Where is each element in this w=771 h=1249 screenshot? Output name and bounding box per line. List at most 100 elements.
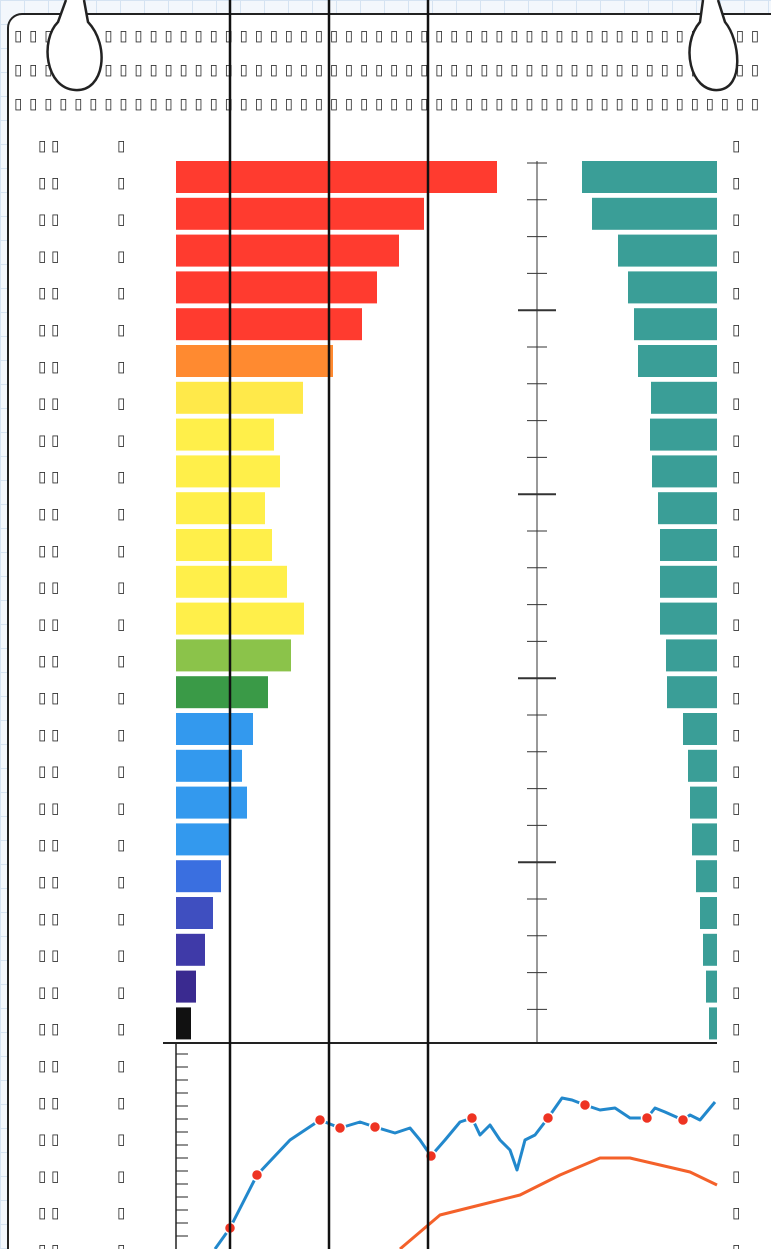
- row-label: ▯: [117, 321, 125, 339]
- row-label: ▯ ▯: [38, 615, 59, 633]
- row-label: ▯: [732, 210, 740, 228]
- row-label: ▯: [732, 1241, 740, 1249]
- row-label: ▯: [732, 578, 740, 596]
- point: [676, 1113, 690, 1127]
- line: [399, 1156, 718, 1249]
- row-label: ▯ ▯: [38, 946, 59, 964]
- row-label: ▯: [732, 983, 740, 1001]
- row-label: ▯: [117, 357, 125, 375]
- bar: [176, 455, 280, 488]
- row-label: ▯: [117, 1020, 125, 1038]
- bar: [634, 308, 717, 341]
- point: [541, 1111, 555, 1125]
- bar: [176, 786, 247, 819]
- bar: [176, 161, 497, 193]
- bar: [638, 345, 717, 377]
- bar: [660, 565, 717, 598]
- bar: [667, 676, 717, 709]
- row-label: ▯: [117, 1130, 125, 1148]
- row-label: ▯: [117, 652, 125, 670]
- row-label: ▯ ▯: [38, 284, 59, 302]
- bar: [652, 455, 717, 488]
- bar: [658, 492, 717, 525]
- row-label: ▯: [732, 799, 740, 817]
- row-label: ▯: [117, 689, 125, 707]
- row-label: ▯: [117, 505, 125, 523]
- row-label: ▯: [117, 615, 125, 633]
- row-label: ▯: [732, 541, 740, 559]
- bar: [592, 197, 717, 230]
- bar: [176, 897, 213, 929]
- bar: [660, 602, 717, 635]
- row-label: ▯: [117, 137, 125, 155]
- row-label: ▯ ▯: [38, 1204, 59, 1222]
- point: [313, 1113, 327, 1127]
- row-label: ▯: [732, 431, 740, 449]
- row-label: ▯: [732, 137, 740, 155]
- row-label: ▯ ▯: [38, 357, 59, 375]
- row-label: ▯: [117, 836, 125, 854]
- row-label: ▯: [117, 873, 125, 891]
- bar: [688, 749, 717, 782]
- bar: [176, 418, 274, 451]
- bar: [176, 639, 291, 672]
- row-label: ▯: [117, 1057, 125, 1075]
- bar: [176, 271, 377, 304]
- bar: [683, 713, 717, 745]
- bar: [176, 860, 221, 893]
- row-label: ▯: [117, 431, 125, 449]
- row-label: ▯ ▯: [38, 873, 59, 891]
- row-label: ▯ ▯: [38, 210, 59, 228]
- bar: [176, 823, 229, 856]
- row-label: ▯ ▯: [38, 541, 59, 559]
- row-label: ▯: [732, 615, 740, 633]
- row-label: ▯ ▯: [38, 1020, 59, 1038]
- row-label: ▯: [732, 762, 740, 780]
- row-label: ▯: [732, 173, 740, 191]
- row-label: ▯ ▯: [38, 909, 59, 927]
- ring: [688, 0, 739, 92]
- bar: [709, 1007, 717, 1040]
- row-label: ▯: [732, 321, 740, 339]
- row-label: ▯: [732, 836, 740, 854]
- row-label: ▯: [117, 983, 125, 1001]
- row-label: ▯: [732, 247, 740, 265]
- row-label: ▯: [117, 799, 125, 817]
- point: [640, 1111, 654, 1125]
- row-label: ▯: [117, 946, 125, 964]
- bar: [176, 676, 268, 709]
- row-label: ▯: [117, 1093, 125, 1111]
- bar: [582, 161, 717, 193]
- bar: [176, 529, 272, 561]
- row-label: ▯: [732, 873, 740, 891]
- row-label: ▯: [732, 394, 740, 412]
- bar: [692, 823, 717, 856]
- bar: [176, 381, 303, 414]
- bar: [176, 713, 253, 745]
- row-label: ▯: [117, 725, 125, 743]
- row-label: ▯ ▯: [38, 468, 59, 486]
- header-text: ▯ ▯ ▯ ▯ ▯ ▯ ▯ ▯ ▯ ▯ ▯ ▯ ▯ ▯ ▯ ▯ ▯ ▯ ▯ ▯ …: [14, 27, 759, 45]
- row-label: ▯: [117, 173, 125, 191]
- row-label: ▯: [117, 284, 125, 302]
- bar: [706, 970, 717, 1003]
- row-label: ▯ ▯: [38, 1057, 59, 1075]
- row-label: ▯: [117, 1204, 125, 1222]
- row-label: ▯ ▯: [38, 1093, 59, 1111]
- point: [333, 1121, 347, 1135]
- point: [250, 1168, 264, 1182]
- row-label: ▯: [732, 284, 740, 302]
- row-label: ▯: [117, 1167, 125, 1185]
- row-label: ▯ ▯: [38, 173, 59, 191]
- row-label: ▯: [117, 210, 125, 228]
- row-label: ▯: [732, 652, 740, 670]
- row-label: ▯ ▯: [38, 137, 59, 155]
- bar: [176, 1007, 191, 1040]
- row-label: ▯: [732, 946, 740, 964]
- row-label: ▯ ▯: [38, 1130, 59, 1148]
- bar: [666, 639, 717, 672]
- row-label: ▯: [117, 541, 125, 559]
- bar: [176, 234, 399, 267]
- row-label: ▯ ▯: [38, 505, 59, 523]
